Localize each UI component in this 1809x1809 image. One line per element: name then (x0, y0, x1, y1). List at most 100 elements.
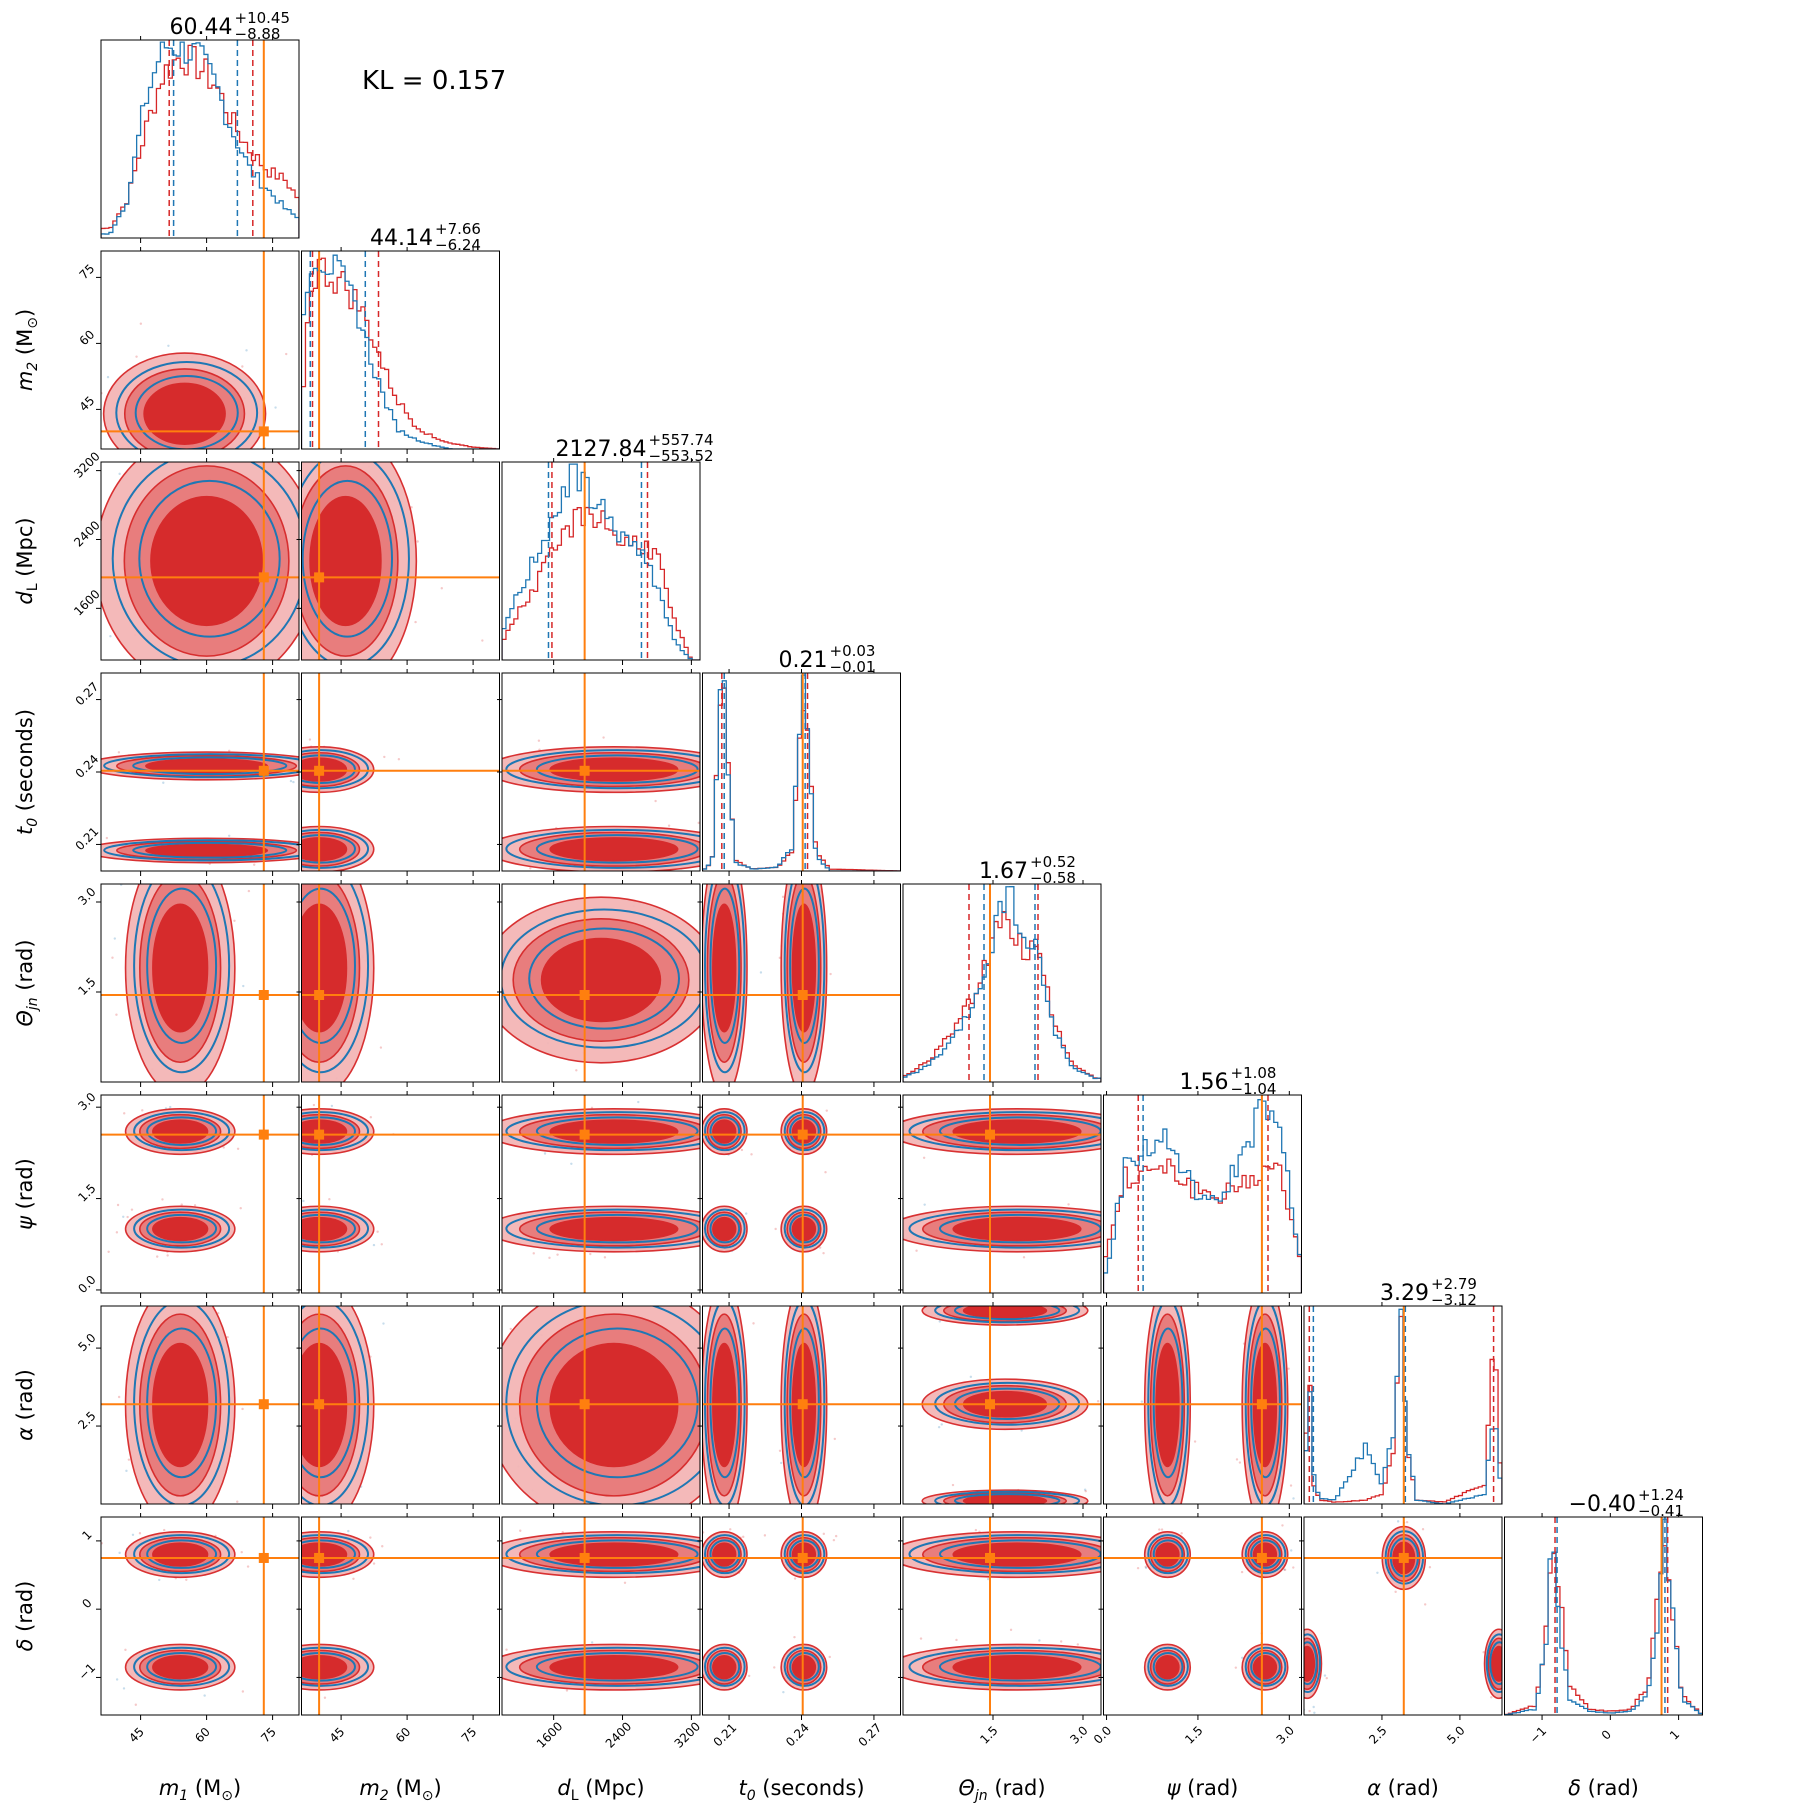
sample-point (773, 1666, 776, 1669)
blue-contour-level-1 (709, 1652, 741, 1682)
histogram-blue-m1 (101, 41, 299, 238)
truth-marker-dL-alpha (579, 1399, 590, 1410)
y-tick-label-dL: 2400 (71, 518, 102, 549)
panel-content (89, 251, 299, 500)
blue-contour-level-1 (1304, 1641, 1318, 1686)
red-contour-level-2 (152, 1542, 209, 1567)
sample-point (1038, 1639, 1041, 1642)
y-tick-label-delta: 0 (79, 1596, 94, 1611)
title-value-m2: 44.14 (370, 226, 433, 251)
sample-point (763, 1534, 767, 1537)
sample-point (328, 1198, 331, 1201)
panel-content (301, 251, 500, 449)
sample-point (440, 987, 442, 989)
blue-contour-level-0 (783, 1534, 826, 1575)
sample-point (293, 942, 295, 944)
sample-point (113, 937, 117, 940)
sample-point (122, 1215, 125, 1218)
blue-contour-level-1 (146, 1652, 218, 1682)
sample-point (602, 736, 605, 739)
sample-point (130, 1208, 134, 1211)
sample-point (1507, 1683, 1509, 1685)
sample-point (241, 1407, 244, 1411)
sample-point (752, 770, 754, 772)
sample-point (938, 1320, 941, 1323)
sample-point (1096, 1400, 1100, 1403)
marginal-panel-dL: 2127.84 +557.74−553.52 (501, 431, 714, 665)
sample-point (725, 880, 727, 882)
joint-panel-psi-delta: 0.0 1.5 3.0 (1091, 1513, 1302, 1747)
red-contour-level-2 (952, 1119, 1082, 1144)
truth-marker-theta-alpha (985, 1399, 995, 1410)
truth-marker-dL-t0 (579, 765, 590, 776)
sample-point (287, 1540, 289, 1542)
panel-frame (100, 250, 300, 450)
sample-point (290, 1141, 292, 1143)
sample-point (638, 1511, 640, 1513)
sample-point (286, 1554, 288, 1556)
sample-point (1083, 1488, 1087, 1491)
sample-point (397, 758, 401, 761)
sample-point (719, 878, 721, 880)
blue-contour-level-0 (505, 1306, 700, 1504)
red-contour-level-2 (952, 1216, 1082, 1242)
sample-point (122, 1687, 126, 1690)
sample-point (1410, 1510, 1412, 1512)
sample-point (750, 1554, 752, 1556)
sample-point (589, 1252, 592, 1256)
panel-frame (902, 883, 1102, 1083)
sample-point (493, 982, 495, 984)
sample-point (1140, 1400, 1144, 1403)
panel-content (101, 1306, 299, 1504)
sample-point (603, 1256, 607, 1259)
histogram-blue-m2 (301, 254, 500, 449)
red-contour-level-2 (143, 382, 226, 445)
sample-point (749, 1552, 751, 1554)
blue-contour-level-1 (535, 1213, 699, 1244)
sample-point (241, 365, 244, 368)
sample-point (239, 864, 241, 866)
panel-content (252, 1306, 500, 1504)
sample-point (183, 455, 185, 457)
y-tick-label-alpha: 5.0 (75, 1331, 98, 1354)
sample-point (1180, 1532, 1183, 1535)
panel-frame (902, 1305, 1102, 1505)
panel-content (284, 462, 500, 744)
red-contour-level-2 (540, 937, 662, 1023)
joint-panel-m1-dL: 1600 2400 3200 (71, 449, 300, 665)
x-tick-label-delta: 0 (1599, 1727, 1614, 1742)
truth-marker-m2-alpha (314, 1399, 325, 1410)
sample-point (575, 1069, 578, 1072)
sample-point (252, 1420, 254, 1422)
sample-point (565, 1509, 567, 1511)
sample-point (288, 875, 290, 877)
sample-point (180, 1203, 183, 1206)
sample-point (1482, 1651, 1485, 1654)
sample-point (623, 1581, 627, 1584)
sample-point (290, 914, 292, 916)
sample-point (89, 498, 91, 500)
sample-point (565, 1689, 569, 1692)
blue-contour-level-0 (704, 1646, 746, 1687)
sample-point (951, 1483, 955, 1487)
sample-point (1325, 1676, 1328, 1680)
sample-point (272, 901, 274, 903)
panel-frame (100, 883, 300, 1083)
joint-panel-dL-psi (497, 1091, 701, 1298)
blue-contour-level-1 (528, 927, 680, 1030)
sample-point (289, 1319, 291, 1321)
sample-point (937, 1425, 941, 1429)
title-plus-delta: +1.24 (1638, 1486, 1684, 1504)
truth-marker-m1-alpha (258, 1399, 269, 1410)
sample-point (1238, 1461, 1242, 1464)
sample-point (1122, 1154, 1124, 1156)
sample-point (312, 1103, 316, 1107)
sample-point (768, 1553, 770, 1555)
sample-point (284, 742, 286, 744)
sample-point (252, 660, 254, 662)
truth-marker-alpha-delta (1398, 1552, 1409, 1563)
red-contour-level-2 (150, 495, 264, 627)
blue-contour-level-1 (301, 754, 356, 784)
sample-point (383, 755, 386, 759)
